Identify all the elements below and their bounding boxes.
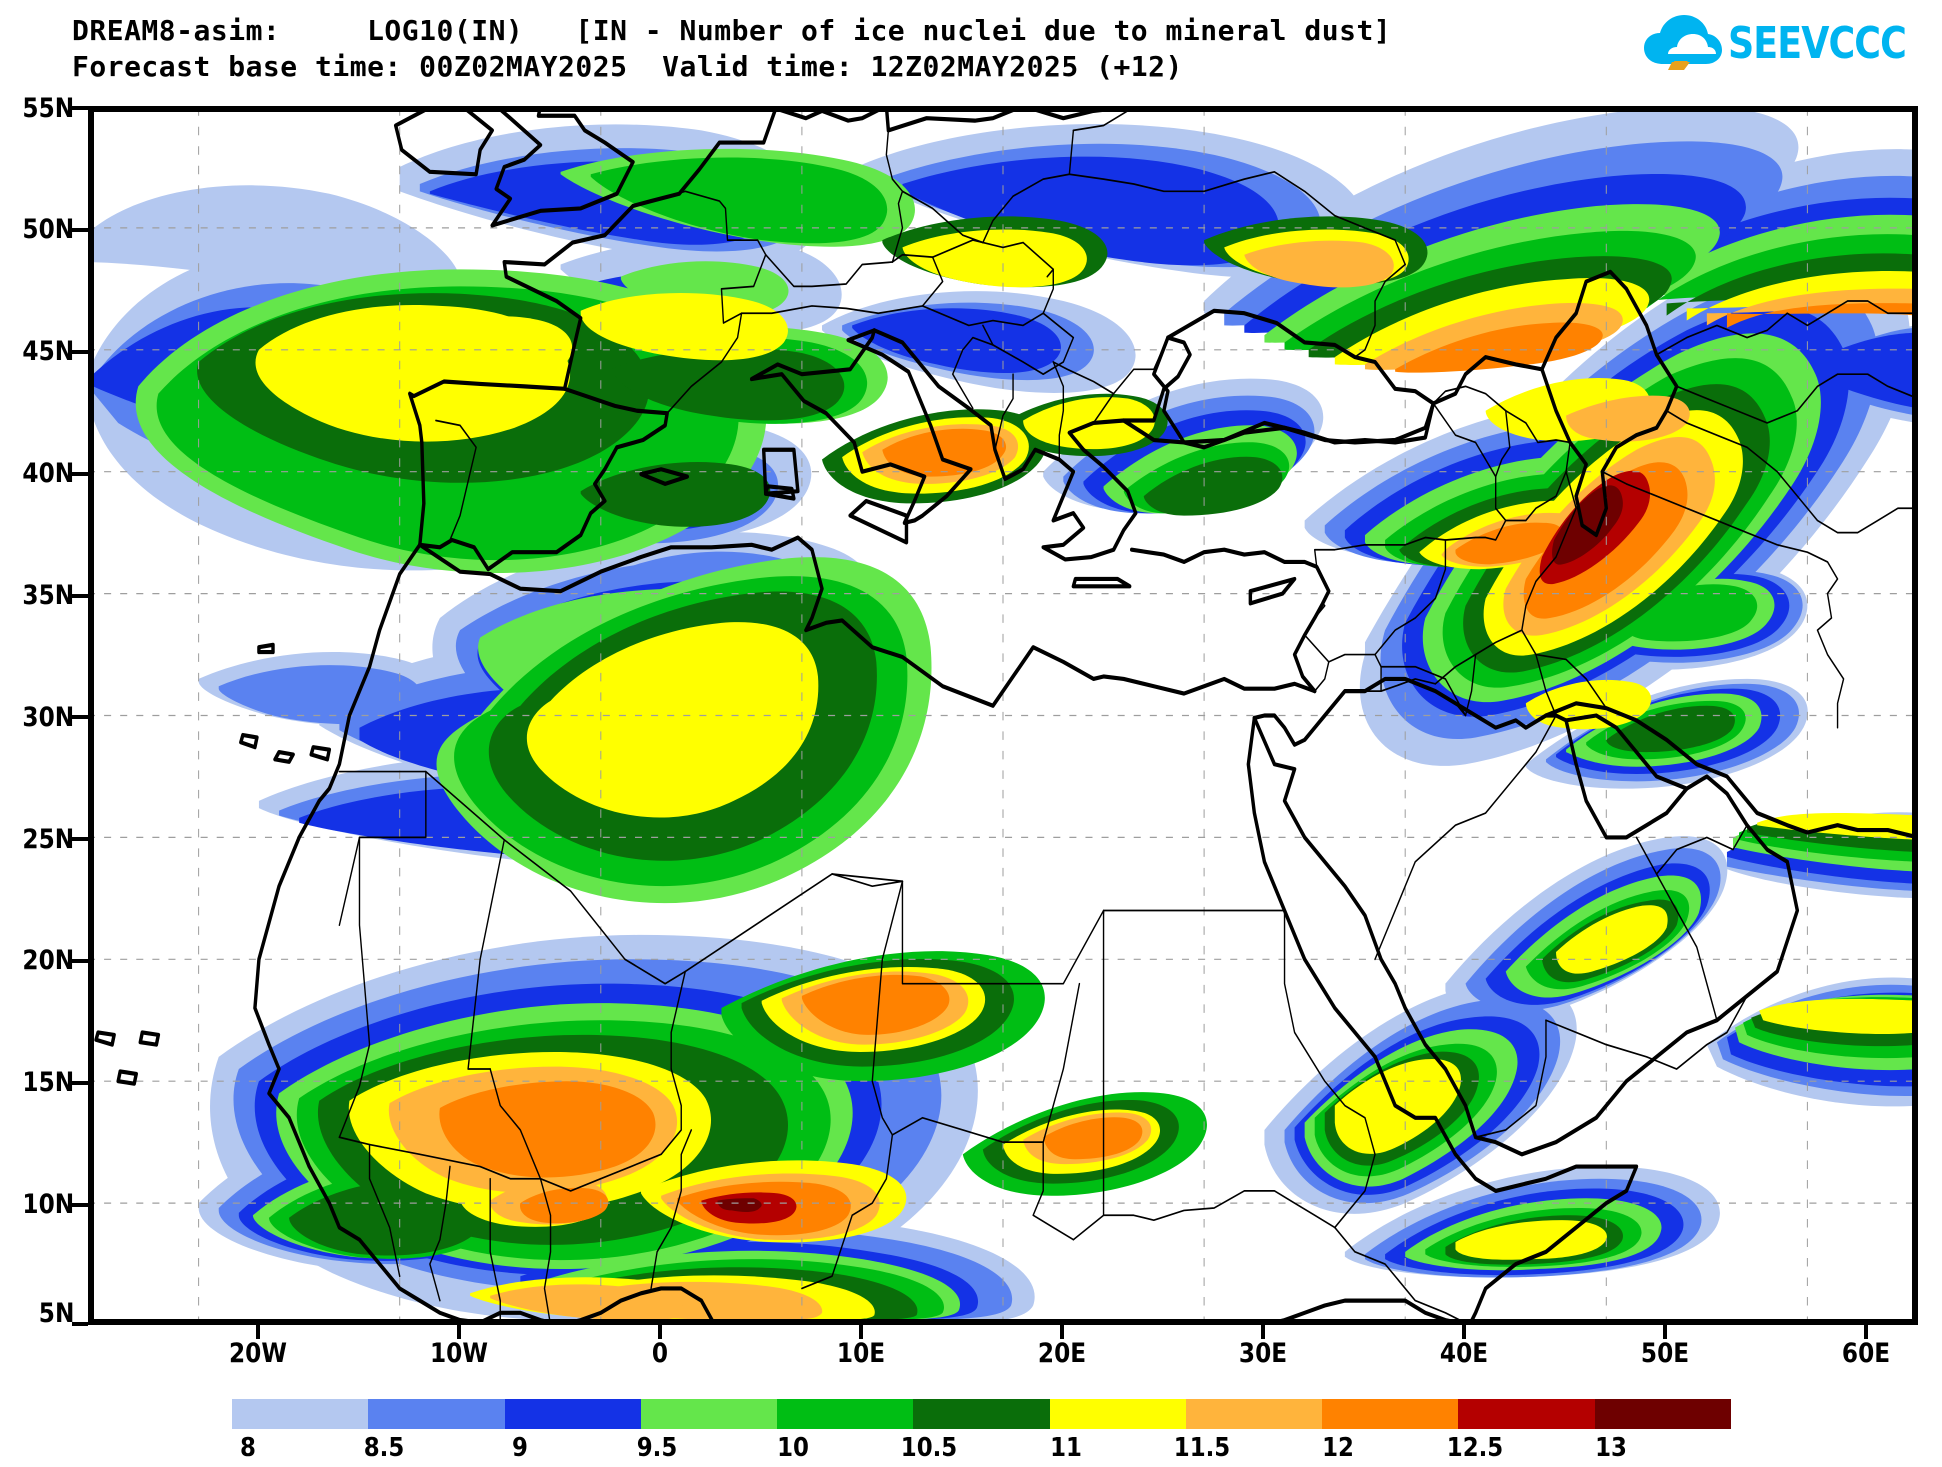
- y-tick-label-30n: 30N: [22, 702, 74, 733]
- colorbar-label-8: 8: [240, 1433, 256, 1463]
- colorbar-swatch-8: [232, 1399, 369, 1429]
- header: DREAM8-asim: LOG10(IN) [IN - Number of i…: [0, 0, 1942, 96]
- colorbar-swatch-12p5: [1458, 1399, 1595, 1429]
- x-tick-label-20w: 20W: [229, 1338, 287, 1369]
- y-tick-25n: [72, 837, 88, 841]
- y-tick-label-55n: 55N: [22, 93, 74, 124]
- forecast-time-line: Forecast base time: 00Z02MAY2025 Valid t…: [72, 50, 1183, 83]
- x-tick-10w: [457, 1325, 461, 1339]
- x-tick-label-30e: 30E: [1238, 1338, 1288, 1369]
- colorbar-swatch-10p5: [913, 1399, 1050, 1429]
- x-tick-label-40e: 40E: [1439, 1338, 1489, 1369]
- x-tick-label-60e: 60E: [1841, 1338, 1891, 1369]
- colorbar-label-9p5: 9.5: [636, 1433, 678, 1463]
- colorbar-swatch-10: [777, 1399, 914, 1429]
- map-plot[interactable]: [88, 106, 1918, 1325]
- x-tick-label-10w: 10W: [430, 1338, 488, 1369]
- colorbar[interactable]: [232, 1399, 1731, 1429]
- colorbar-label-12: 12: [1322, 1433, 1354, 1463]
- colorbar-label-11p5: 11.5: [1173, 1433, 1231, 1463]
- colorbar-swatch-11: [1049, 1399, 1186, 1429]
- colorbar-swatch-12: [1322, 1399, 1459, 1429]
- y-tick-10n: [72, 1203, 88, 1207]
- x-tick-label-10e: 10E: [836, 1338, 886, 1369]
- x-tick-20w: [256, 1325, 260, 1339]
- x-tick-30e: [1261, 1325, 1265, 1339]
- colorbar-label-10: 10: [777, 1433, 809, 1463]
- x-tick-50e: [1663, 1325, 1667, 1339]
- y-tick-label-10n: 10N: [22, 1189, 74, 1220]
- page-title: DREAM8-asim: LOG10(IN) [IN - Number of i…: [72, 14, 1392, 47]
- colorbar-swatch-13: [1594, 1399, 1731, 1429]
- y-tick-5n: [72, 1322, 88, 1326]
- x-tick-60e: [1864, 1325, 1868, 1339]
- colorbar-label-9: 9: [512, 1433, 528, 1463]
- y-tick-label-20n: 20N: [22, 945, 74, 976]
- seevccc-logo: SEEVCCC: [1644, 8, 1934, 80]
- y-tick-label-45n: 45N: [22, 336, 74, 367]
- colorbar-swatch-8p5: [368, 1399, 505, 1429]
- colorbar-swatch-11p5: [1185, 1399, 1323, 1429]
- coastlines: [94, 106, 1918, 1325]
- country-borders: [338, 106, 1918, 1325]
- y-tick-40n: [72, 472, 88, 476]
- y-tick-50n: [72, 228, 88, 232]
- colorbar-label-10p5: 10.5: [900, 1433, 958, 1463]
- y-tick-30n: [72, 715, 88, 719]
- logo-text: SEEVCCC: [1728, 18, 1907, 69]
- y-tick-45n: [72, 350, 88, 354]
- cloud-lightning-icon: [1644, 14, 1722, 74]
- y-tick-35n: [72, 594, 88, 598]
- y-tick-15n: [72, 1081, 88, 1085]
- y-tick-label-40n: 40N: [22, 458, 74, 489]
- y-tick-55n: [72, 106, 88, 110]
- y-tick-label-15n: 15N: [22, 1067, 74, 1098]
- x-tick-label-0: 0: [651, 1338, 669, 1369]
- x-tick-10e: [859, 1325, 863, 1339]
- colorbar-label-12p5: 12.5: [1446, 1433, 1504, 1463]
- x-tick-label-50e: 50E: [1640, 1338, 1690, 1369]
- y-tick-label-5n: 5N: [38, 1298, 74, 1329]
- x-tick-20e: [1060, 1325, 1064, 1339]
- colorbar-label-11: 11: [1050, 1433, 1082, 1463]
- x-tick-40e: [1462, 1325, 1466, 1339]
- grid-lines: [88, 106, 1918, 1325]
- y-tick-label-50n: 50N: [22, 214, 74, 245]
- colorbar-label-13: 13: [1595, 1433, 1627, 1463]
- y-tick-label-35n: 35N: [22, 580, 74, 611]
- colorbar-label-8p5: 8.5: [363, 1433, 405, 1463]
- x-tick-0: [658, 1325, 662, 1339]
- y-tick-label-25n: 25N: [22, 824, 74, 855]
- y-tick-20n: [72, 959, 88, 963]
- x-tick-label-20e: 20E: [1037, 1338, 1087, 1369]
- colorbar-swatch-9p5: [640, 1399, 778, 1429]
- colorbar-swatch-9: [504, 1399, 641, 1429]
- dust-concentration-map[interactable]: [88, 106, 1918, 1325]
